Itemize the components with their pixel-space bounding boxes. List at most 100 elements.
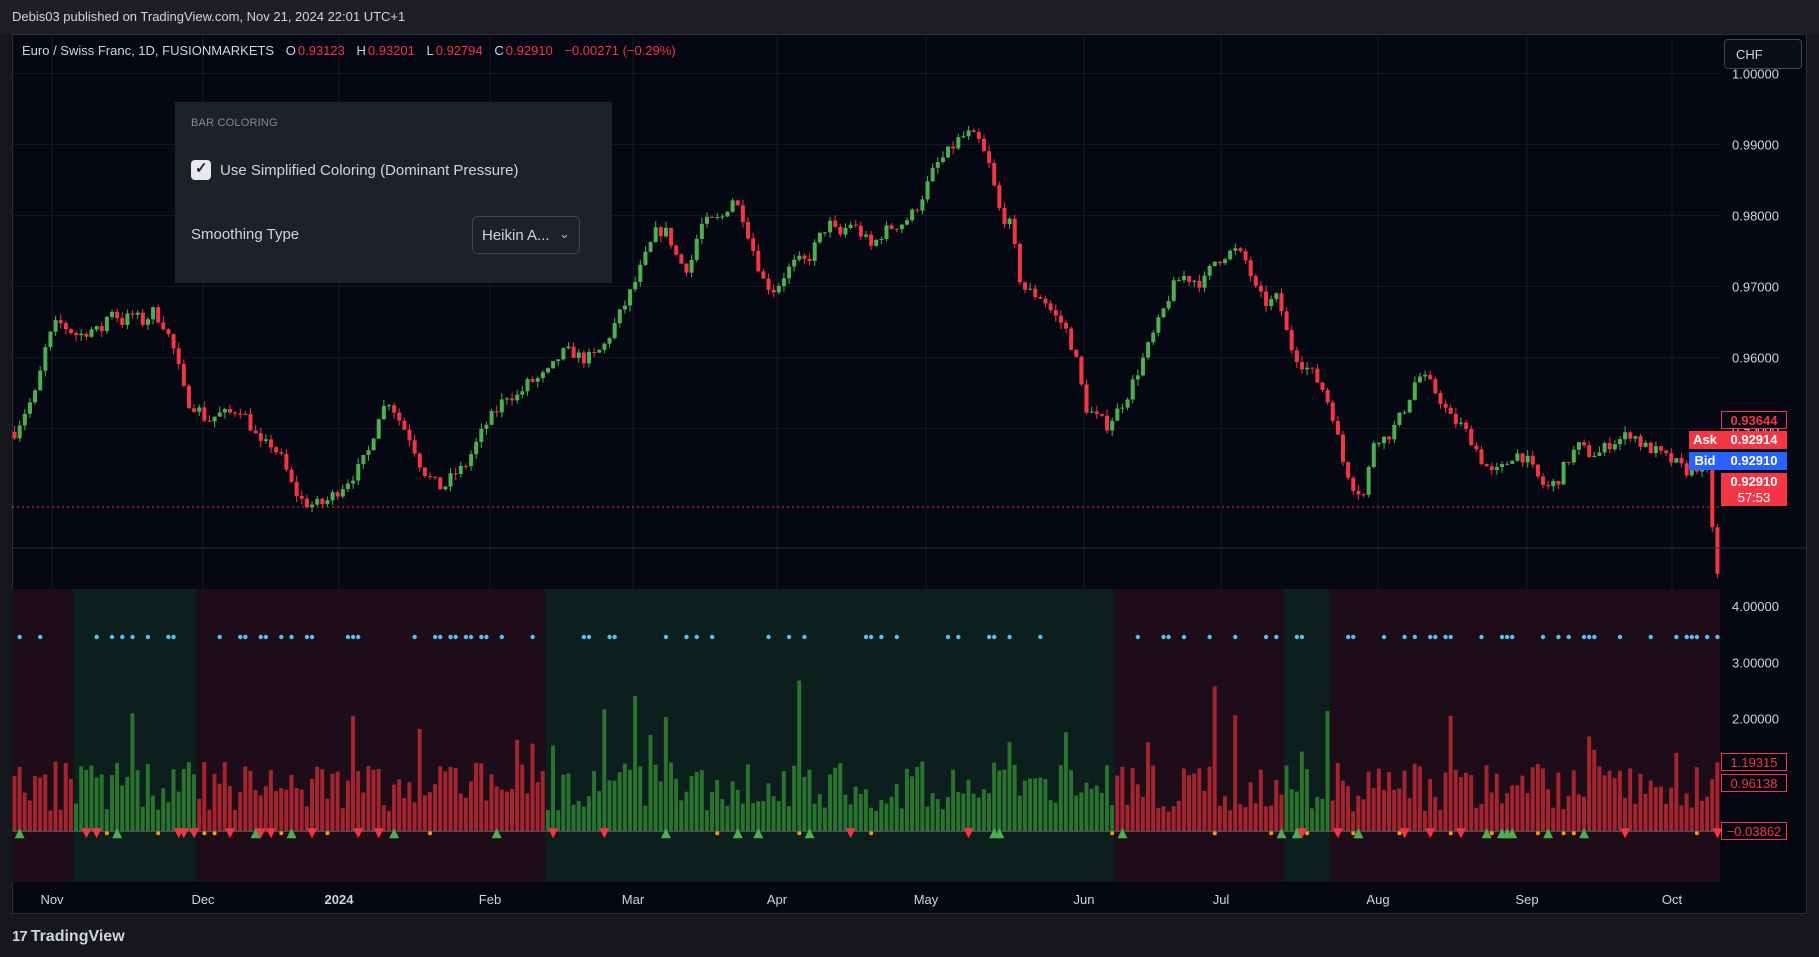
candle-body [997, 185, 1002, 209]
candle-body [715, 216, 720, 218]
candle-body [669, 227, 674, 246]
candle-body [787, 266, 792, 279]
signal-dot [217, 634, 222, 640]
currency-button[interactable]: CHF [1724, 39, 1802, 69]
simplified-coloring-label[interactable]: Use Simplified Coloring (Dominant Pressu… [220, 162, 519, 179]
pressure-bar [1664, 803, 1669, 832]
signal-dot [1540, 634, 1546, 640]
candle-body [1453, 413, 1458, 424]
candle-body [1371, 443, 1376, 468]
pressure-bar [935, 799, 940, 832]
candle-body [151, 307, 156, 320]
candle-body [156, 307, 161, 323]
pressure-bar [345, 780, 350, 832]
pressure-bar [653, 764, 658, 832]
candle-body [381, 405, 386, 420]
pressure-bar [910, 776, 915, 832]
pressure-bar [1694, 767, 1699, 832]
candle-body [1376, 443, 1381, 445]
neutral-marker [1269, 831, 1274, 836]
bear-marker [1399, 828, 1410, 839]
candle-body [1053, 310, 1058, 316]
simplified-coloring-checkbox[interactable]: ✓ [191, 160, 211, 180]
pressure-bar [1346, 786, 1351, 832]
candle-body [356, 464, 361, 481]
candle-body [458, 465, 463, 474]
signal-dot [279, 634, 284, 640]
pressure-bar [484, 800, 489, 832]
bear-marker [91, 828, 102, 839]
candle-body [1335, 420, 1340, 435]
candle-body [48, 331, 53, 348]
bear-marker [963, 828, 974, 839]
candle-body [694, 238, 699, 260]
signal-dot [1556, 634, 1561, 640]
tradingview-logo[interactable]: 17 TradingView [12, 928, 125, 946]
bear-marker [1455, 828, 1466, 839]
price-axis-label: 1.00000 [1732, 66, 1779, 81]
pressure-bar [1679, 805, 1684, 832]
candle-body [689, 259, 694, 273]
candle-body [258, 433, 263, 441]
candle-body [1130, 379, 1135, 400]
candle-body [1315, 368, 1320, 383]
signal-dot [1566, 634, 1571, 640]
low-label: L [426, 43, 434, 58]
bull-marker [1481, 828, 1492, 839]
indicator-axis-label: 4.00000 [1732, 599, 1779, 614]
pressure-bar [197, 798, 202, 832]
pressure-bar [1022, 780, 1027, 832]
pressure-bar [1340, 780, 1345, 832]
candle-body [84, 333, 89, 337]
candle-body [1238, 248, 1243, 252]
signal-dot [802, 634, 807, 640]
candle-body [1602, 443, 1607, 453]
candle-body [1582, 442, 1587, 446]
pressure-bar [371, 769, 376, 832]
candle-body [94, 326, 99, 330]
candle-body [1228, 250, 1233, 260]
pressure-bar [115, 762, 120, 832]
pressure-bar [771, 796, 776, 832]
bear-marker [1620, 828, 1631, 839]
signal-dot [499, 634, 505, 640]
pressure-bar [1335, 762, 1340, 832]
pressure-bar [433, 784, 438, 832]
pressure-bar [899, 808, 904, 832]
pressure-bar [735, 789, 740, 832]
signal-dot [1433, 634, 1438, 640]
pressure-bar [1033, 778, 1038, 832]
neutral-marker [1305, 831, 1310, 836]
time-axis-label: May [914, 892, 939, 907]
signal-dot [258, 634, 263, 640]
candle-body [1243, 251, 1248, 261]
candle-body [1710, 468, 1715, 528]
pressure-bar [802, 776, 807, 832]
pressure-bar [828, 774, 832, 832]
pressure-bar [335, 771, 340, 832]
candle-body [448, 473, 453, 487]
pressure-bar [1412, 763, 1417, 832]
candle-body [68, 329, 73, 334]
candle-body [1607, 443, 1612, 450]
pressure-bar [586, 796, 591, 832]
signal-dot [1007, 634, 1012, 640]
pressure-bar [648, 734, 653, 832]
smoothing-type-select[interactable]: Heikin A... ⌄ [472, 216, 580, 254]
countdown-tag: 57:53 [1721, 490, 1787, 506]
candle-body [1402, 412, 1407, 414]
settings-panel: BAR COLORING ✓ Use Simplified Coloring (… [175, 102, 612, 283]
pressure-bar [386, 811, 391, 832]
signal-dot [412, 634, 417, 640]
pressure-bar [1264, 806, 1268, 832]
pressure-bar [494, 786, 499, 832]
pressure-bar [356, 771, 361, 832]
pressure-bar [997, 770, 1002, 832]
bear-marker [224, 828, 235, 839]
bear-marker [178, 828, 189, 839]
signal-dot [1443, 634, 1448, 640]
high-label: H [356, 43, 366, 58]
pressure-bar [515, 739, 520, 832]
pressure-bar [1387, 772, 1392, 832]
